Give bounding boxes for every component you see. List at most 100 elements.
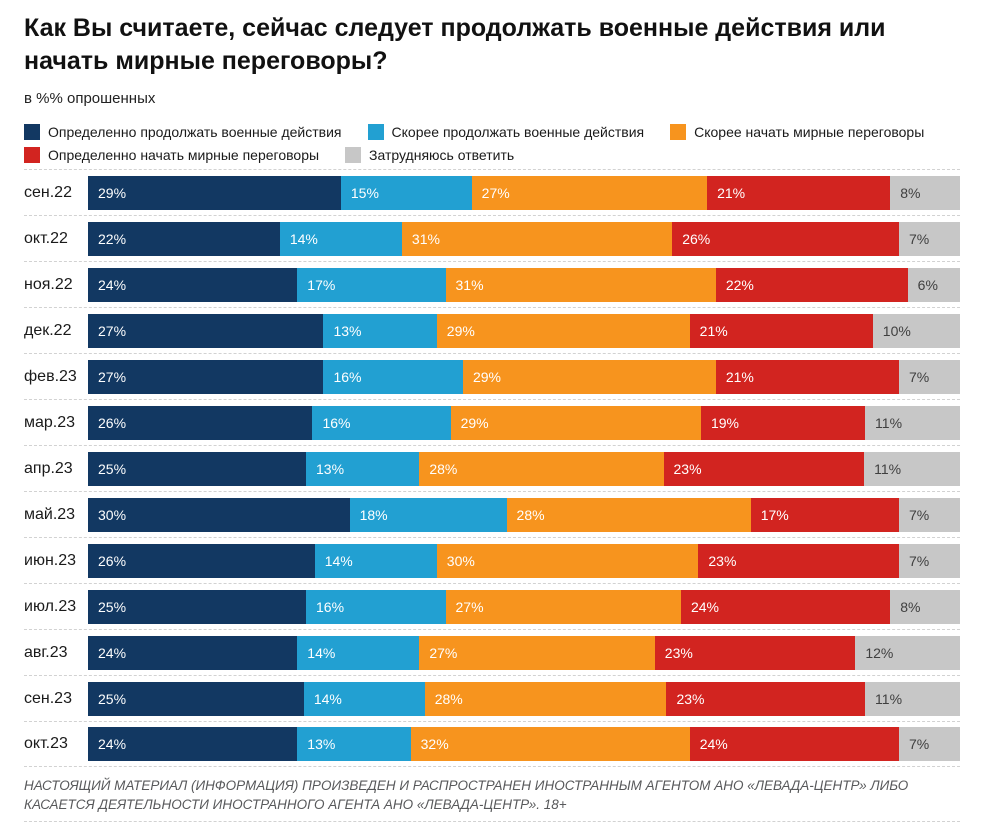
bar-segment: 19%	[700, 405, 866, 440]
row-label: июн.23	[24, 551, 77, 569]
segment-value: 14%	[324, 552, 353, 569]
segment-value: 11%	[875, 690, 903, 707]
segment-value: 21%	[699, 322, 728, 339]
bar-segment: 29%	[436, 313, 690, 348]
bar-segment: 12%	[855, 635, 960, 670]
bar-segment: 27%	[419, 635, 655, 670]
segment-value: 15%	[350, 184, 379, 201]
chart-row: фев.23 27% 16% 29% 21% 7%	[24, 353, 960, 399]
bar-segment: 8%	[890, 589, 960, 624]
segment-value: 27%	[481, 184, 510, 201]
segment-value: 27%	[98, 322, 127, 339]
stacked-bar-chart: сен.22 29% 15% 27% 21% 8% окт.22 22% 14% 31% 26% 7%…	[24, 169, 961, 767]
row-label: май.23	[24, 505, 76, 523]
bar-segment: 25%	[88, 681, 304, 716]
segment-value: 14%	[289, 230, 318, 247]
bar-segment: 29%	[462, 359, 716, 394]
segment-value: 23%	[708, 552, 737, 569]
bar-segment: 14%	[279, 221, 402, 256]
bar-segment: 13%	[323, 313, 437, 348]
segment-value: 17%	[760, 506, 789, 523]
chart-legend: Определенно продолжать военные действия С…	[24, 120, 960, 166]
legend-label: Скорее продолжать военные действия	[391, 123, 645, 140]
stacked-bar: 24% 14% 27% 23% 12%	[88, 635, 960, 670]
bar-segment: 11%	[864, 451, 960, 486]
title-line-1: Как Вы считаете, сейчас следует продолжа…	[24, 14, 886, 42]
bar-segment: 24%	[689, 727, 899, 761]
chart-row: июн.23 26% 14% 30% 23% 7%	[24, 537, 960, 583]
bar-segment: 21%	[707, 175, 891, 210]
segment-value: 24%	[98, 644, 127, 661]
chart-subtitle: в %% опрошенных	[24, 90, 156, 107]
segment-value: 13%	[307, 736, 336, 752]
bar-segment: 18%	[349, 497, 507, 532]
bar-segment: 29%	[88, 175, 341, 210]
title-line-2: начать мирные переговоры?	[24, 46, 388, 75]
legend-row: Определенно продолжать военные действия С…	[24, 120, 960, 143]
bar-segment: 8%	[890, 175, 960, 210]
bar-segment: 7%	[898, 543, 960, 578]
stacked-bar: 26% 14% 30% 23% 7%	[88, 543, 960, 578]
bar-segment: 23%	[663, 451, 865, 486]
segment-value: 16%	[316, 598, 345, 615]
segment-value: 25%	[98, 690, 127, 707]
bar-segment: 29%	[450, 405, 701, 440]
bar-segment: 16%	[323, 359, 463, 394]
bar-segment: 22%	[88, 221, 280, 256]
segment-value: 31%	[411, 230, 440, 247]
bar-segment: 13%	[297, 727, 411, 761]
bar-segment: 17%	[297, 267, 446, 302]
row-label: июл.23	[24, 597, 77, 615]
segment-value: 7%	[908, 368, 930, 385]
bar-segment: 28%	[424, 681, 667, 716]
stacked-bar: 30% 18% 28% 17% 7%	[88, 497, 960, 532]
bar-segment: 14%	[297, 635, 420, 670]
row-label: апр.23	[24, 459, 73, 477]
bar-segment: 11%	[865, 405, 960, 440]
stacked-bar: 25% 14% 28% 23% 11%	[88, 681, 961, 716]
bar-segment: 21%	[689, 313, 873, 348]
bar-segment: 28%	[419, 451, 664, 486]
segment-value: 8%	[900, 184, 921, 201]
bar-segment: 21%	[715, 359, 899, 394]
chart-row: июл.23 25% 16% 27% 24% 8%	[24, 583, 960, 629]
bar-segment: 14%	[314, 543, 437, 578]
segment-value: 30%	[98, 506, 127, 523]
segment-value: 7%	[908, 736, 930, 752]
bar-segment: 10%	[872, 313, 960, 348]
segment-value: 7%	[908, 552, 930, 569]
chart-row: сен.23 25% 14% 28% 23% 11%	[24, 675, 961, 721]
legend-swatch-icon	[345, 146, 362, 163]
segment-value: 32%	[420, 736, 449, 752]
legend-row: Определенно начать мирные переговоры Затр…	[24, 143, 960, 166]
chart-row: май.23 30% 18% 28% 17% 7%	[24, 491, 960, 537]
legend-label: Определенно продолжать военные действия	[48, 123, 342, 140]
bar-segment: 24%	[680, 589, 891, 624]
stacked-bar: 22% 14% 31% 26% 7%	[88, 221, 960, 256]
bar-segment: 7%	[898, 221, 960, 256]
chart-row: дек.22 27% 13% 29% 21% 10%	[24, 307, 960, 353]
segment-value: 13%	[316, 460, 345, 477]
segment-value: 11%	[874, 460, 902, 477]
segment-value: 28%	[516, 506, 545, 523]
segment-value: 29%	[472, 368, 501, 385]
segment-value: 29%	[460, 414, 489, 431]
segment-value: 22%	[725, 276, 754, 293]
legend-label: Скорее начать мирные переговоры	[694, 123, 925, 140]
segment-value: 22%	[98, 230, 127, 247]
segment-value: 26%	[98, 414, 127, 431]
bar-segment: 16%	[312, 405, 451, 440]
row-label: сен.23	[24, 689, 72, 707]
bar-segment: 26%	[672, 221, 899, 256]
stacked-bar: 27% 16% 29% 21% 7%	[88, 359, 960, 394]
bar-segment: 24%	[88, 727, 298, 761]
row-label: авг.23	[24, 643, 68, 661]
segment-value: 8%	[900, 598, 921, 615]
segment-value: 24%	[98, 736, 127, 752]
legend-swatch-icon	[670, 123, 687, 140]
legend-swatch-icon	[24, 123, 40, 140]
segment-value: 26%	[98, 552, 127, 569]
bar-segment: 7%	[898, 497, 960, 532]
legend-item: Скорее начать мирные переговоры	[670, 123, 925, 140]
legend-swatch-icon	[24, 146, 40, 163]
